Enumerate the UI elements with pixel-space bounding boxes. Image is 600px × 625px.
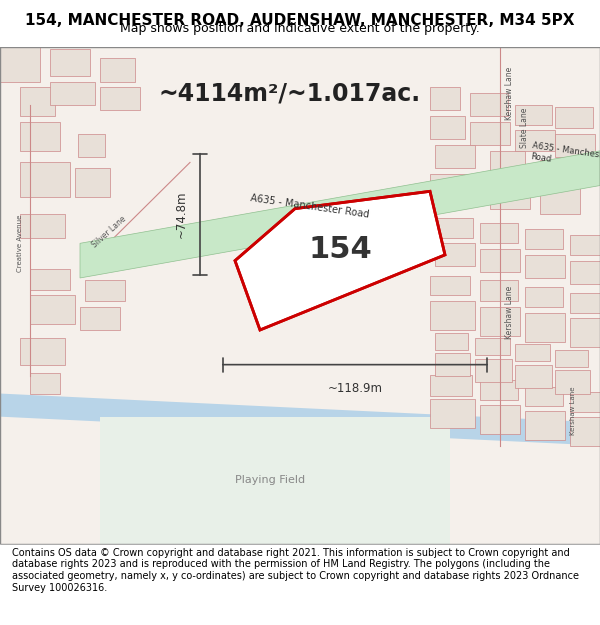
Polygon shape (435, 334, 468, 349)
Polygon shape (435, 353, 470, 376)
Polygon shape (78, 134, 105, 157)
Polygon shape (50, 81, 95, 104)
Polygon shape (570, 318, 600, 348)
Polygon shape (75, 168, 110, 197)
Polygon shape (20, 162, 70, 197)
Text: Kershaw Lane: Kershaw Lane (570, 387, 576, 435)
Polygon shape (525, 312, 565, 341)
Polygon shape (430, 399, 475, 428)
Polygon shape (540, 188, 580, 214)
Polygon shape (470, 93, 508, 116)
Polygon shape (555, 107, 593, 128)
Polygon shape (515, 364, 552, 388)
Text: 154: 154 (308, 234, 372, 264)
Polygon shape (20, 122, 60, 151)
Text: ~4114m²/~1.017ac.: ~4114m²/~1.017ac. (159, 81, 421, 105)
Polygon shape (430, 116, 465, 139)
Polygon shape (555, 349, 588, 367)
Polygon shape (570, 293, 600, 312)
Polygon shape (30, 269, 70, 289)
Polygon shape (20, 214, 65, 238)
Polygon shape (570, 261, 600, 284)
Polygon shape (30, 295, 75, 324)
Polygon shape (430, 301, 475, 330)
Polygon shape (515, 130, 555, 151)
Polygon shape (475, 359, 512, 382)
Polygon shape (525, 411, 565, 440)
Text: A635 - Manchester Road: A635 - Manchester Road (250, 193, 370, 219)
Polygon shape (100, 58, 135, 81)
Polygon shape (480, 307, 520, 336)
Polygon shape (0, 394, 600, 446)
Polygon shape (430, 375, 472, 396)
Polygon shape (515, 104, 552, 126)
Polygon shape (480, 280, 518, 301)
Polygon shape (80, 151, 600, 278)
Polygon shape (435, 218, 473, 238)
Polygon shape (570, 417, 600, 446)
Polygon shape (570, 392, 600, 412)
Text: ~74.8m: ~74.8m (175, 191, 188, 238)
Polygon shape (100, 417, 450, 544)
Polygon shape (430, 276, 470, 295)
Polygon shape (525, 288, 563, 307)
Text: Map shows position and indicative extent of the property.: Map shows position and indicative extent… (120, 22, 480, 35)
Text: Slate Lane: Slate Lane (520, 107, 529, 148)
Text: 154, MANCHESTER ROAD, AUDENSHAW, MANCHESTER, M34 5PX: 154, MANCHESTER ROAD, AUDENSHAW, MANCHES… (25, 13, 575, 28)
Polygon shape (430, 174, 480, 203)
Polygon shape (540, 160, 578, 183)
Polygon shape (555, 371, 590, 394)
Polygon shape (20, 88, 55, 116)
Polygon shape (435, 145, 475, 168)
Polygon shape (470, 122, 510, 145)
Polygon shape (525, 387, 563, 406)
Polygon shape (525, 229, 563, 249)
Polygon shape (490, 151, 525, 174)
Polygon shape (515, 344, 550, 361)
Polygon shape (30, 372, 60, 394)
Polygon shape (525, 255, 565, 278)
Polygon shape (570, 235, 600, 255)
Text: Kershaw Lane: Kershaw Lane (505, 286, 514, 339)
Polygon shape (480, 249, 520, 272)
Polygon shape (555, 134, 595, 157)
Text: A635 - Manchester
Road: A635 - Manchester Road (530, 141, 600, 172)
Polygon shape (480, 222, 518, 243)
Text: Contains OS data © Crown copyright and database right 2021. This information is : Contains OS data © Crown copyright and d… (12, 548, 579, 592)
Text: Kershaw Lane: Kershaw Lane (505, 66, 514, 120)
Polygon shape (85, 280, 125, 301)
Polygon shape (430, 88, 460, 111)
Polygon shape (20, 338, 65, 364)
Text: Silver Lane: Silver Lane (90, 214, 128, 249)
Text: Creative Avenue: Creative Avenue (17, 214, 23, 272)
Polygon shape (50, 49, 90, 76)
Text: ~118.9m: ~118.9m (328, 382, 383, 395)
Polygon shape (475, 338, 510, 356)
Polygon shape (0, 47, 40, 81)
Polygon shape (80, 307, 120, 330)
Polygon shape (100, 88, 140, 111)
Polygon shape (490, 180, 530, 209)
Polygon shape (435, 243, 475, 266)
Polygon shape (235, 191, 445, 330)
Polygon shape (480, 379, 518, 401)
Text: Playing Field: Playing Field (235, 475, 305, 485)
Polygon shape (480, 405, 520, 434)
